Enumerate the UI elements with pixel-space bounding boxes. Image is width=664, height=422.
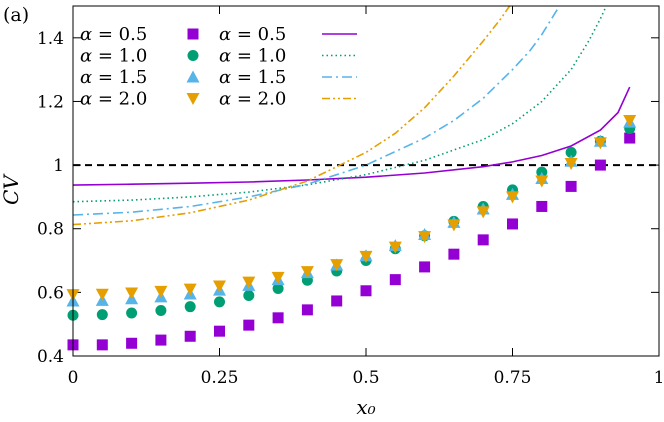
data-point-alpha-2.0 [242,276,256,289]
x-tick-label: 0.25 [201,368,239,388]
legend: α = 0.5α = 1.0α = 1.5α = 2.0α = 0.5α = 1… [80,24,357,110]
data-point-alpha-0.5 [243,319,255,331]
y-axis-label: CV [0,173,23,205]
data-point-alpha-1.0 [565,146,577,158]
y-tick-label: 0.8 [37,220,64,240]
data-point-alpha-0.5 [126,337,138,349]
data-point-alpha-2.0 [476,206,490,219]
tick-labels: 0 0.25 0.5 0.75 1 0.4 0.6 0.8 1 1.2 1.4 [37,29,664,388]
data-point-alpha-2.0 [359,250,373,263]
legend-point-label-alpha-1.5: α = 1.5 [80,67,147,88]
data-point-alpha-2.0 [388,241,402,254]
legend-point-label-alpha-1.0: α = 1.0 [80,46,147,67]
data-point-alpha-2.0 [154,285,168,298]
data-point-alpha-0.5 [155,334,167,346]
legend-point-label-alpha-0.5: α = 0.5 [80,24,147,45]
data-point-alpha-1.0 [214,296,225,308]
legend-point-marker-alpha-1.5 [186,70,200,83]
data-point-alpha-0.5 [96,339,108,351]
data-point-alpha-2.0 [183,283,197,296]
data-point-alpha-0.5 [214,325,225,337]
y-tick-label: 0.4 [37,347,64,367]
data-point-alpha-2.0 [535,175,549,188]
data-point-alpha-1.0 [243,290,255,302]
legend-line-label-alpha-1.0: α = 1.0 [219,46,286,67]
plot-frame [72,5,660,357]
legend-line-label-alpha-1.5: α = 1.5 [219,67,286,88]
data-point-alpha-2.0 [300,266,314,279]
panel-label: (a) [3,4,29,26]
x-tick-label: 0.5 [352,368,379,388]
data-point-alpha-0.5 [272,312,284,324]
data-point-alpha-1.0 [272,283,284,295]
data-point-alpha-0.5 [448,248,460,260]
data-point-alpha-0.5 [536,200,548,212]
data-point-alpha-2.0 [95,288,109,301]
data-point-alpha-2.0 [506,191,519,204]
data-point-alpha-2.0 [271,271,285,284]
line-series-alpha-0.5 [73,86,631,186]
data-point-alpha-1.0 [155,305,167,316]
legend-point-marker-alpha-0.5 [187,28,199,40]
x-tick-label: 0.75 [494,368,532,388]
data-point-alpha-0.5 [507,218,518,230]
y-tick-label: 1.2 [37,92,64,112]
line-series-alpha-1.5 [73,6,561,216]
y-tick-label: 1.4 [37,29,64,49]
data-point-alpha-0.5 [477,234,489,246]
data-point-alpha-2.0 [447,219,461,232]
y-tick-label: 1 [53,156,64,176]
data-point-alpha-0.5 [594,159,606,171]
y-tick-label: 0.6 [37,283,64,303]
data-point-alpha-1.0 [126,307,138,319]
data-point-alpha-2.0 [593,137,607,150]
data-point-alpha-2.0 [418,231,432,244]
data-point-alpha-2.0 [125,287,139,300]
data-point-alpha-2.0 [564,158,578,170]
data-point-alpha-0.5 [184,330,196,342]
legend-point-label-alpha-2.0: α = 2.0 [80,89,147,110]
data-point-alpha-1.0 [184,301,196,313]
x-tick-label: 0 [68,368,79,388]
legend-line-label-alpha-2.0: α = 2.0 [219,89,286,110]
data-point-alpha-1.0 [96,309,108,321]
data-point-alpha-0.5 [419,261,431,273]
data-point-alpha-0.5 [565,180,577,192]
data-point-alpha-0.5 [389,274,401,286]
x-tick-label: 1 [654,368,664,388]
x-axis-label: x₀ [356,395,375,419]
data-point-alpha-2.0 [213,280,226,293]
legend-point-marker-alpha-2.0 [186,93,200,105]
data-point-alpha-0.5 [624,132,636,144]
data-point-alpha-2.0 [330,259,344,272]
data-point-alpha-2.0 [623,115,637,128]
line-series-group [73,6,631,226]
data-point-alpha-0.5 [331,295,343,307]
legend-point-marker-alpha-1.0 [187,50,199,61]
data-point-alpha-0.5 [360,285,372,297]
point-series-group [66,115,637,351]
legend-line-label-alpha-0.5: α = 0.5 [219,24,286,45]
data-point-alpha-0.5 [301,304,313,316]
line-series-alpha-2.0 [73,6,511,226]
line-series-alpha-1.0 [73,6,608,203]
